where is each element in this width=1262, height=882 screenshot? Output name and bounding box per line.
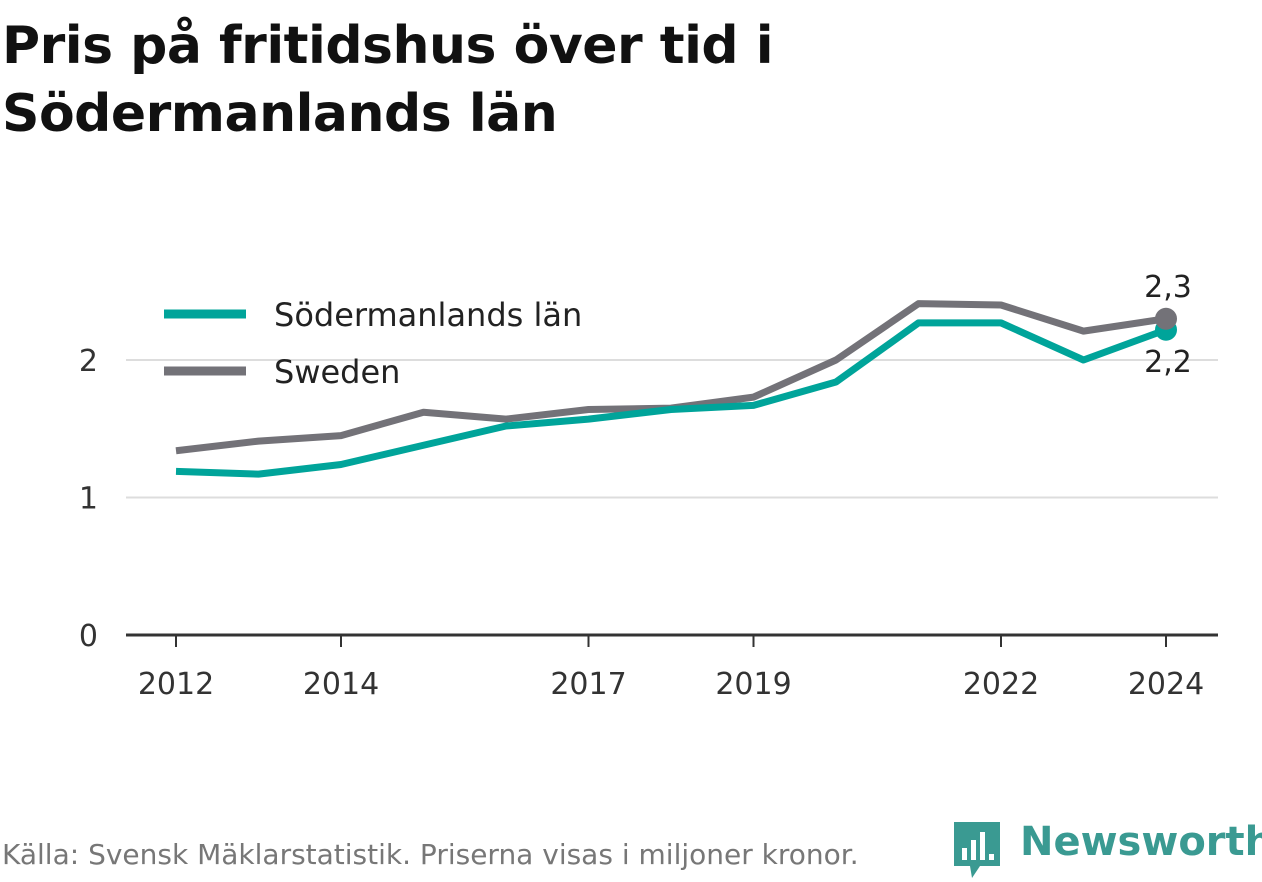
- legend-label: Södermanlands län: [274, 296, 582, 334]
- y-tick-label: 1: [79, 482, 98, 517]
- series-line-Södermanlands län: [175, 319, 1168, 478]
- source-note: Källa: Svensk Mäklarstatistik. Priserna …: [2, 838, 859, 871]
- x-tick-label: 2017: [550, 667, 626, 702]
- x-tick-label: 2024: [1128, 667, 1204, 702]
- x-tick-label: 2014: [303, 667, 379, 702]
- legend-label: Sweden: [274, 353, 400, 391]
- x-tick-label: 2012: [138, 667, 214, 702]
- y-tick-label: 2: [79, 344, 98, 379]
- series-lines: 2,3 2,2: [175, 270, 1192, 478]
- end-point-Sweden: [1155, 307, 1177, 330]
- y-axis-ticks: 0 1 2: [79, 344, 98, 654]
- x-axis-ticks: 2012 2014 2017 2019 2022 2024: [138, 635, 1204, 702]
- end-label: 2,2: [1144, 345, 1192, 380]
- y-tick-label: 0: [79, 619, 98, 654]
- grid-lines: [126, 359, 1218, 499]
- newsworthy-logo-icon: [954, 822, 1000, 878]
- chart-title: Pris på fritidshus över tid i Södermanla…: [2, 16, 774, 144]
- legend: Södermanlands län Sweden: [164, 296, 582, 391]
- end-label: 2,3: [1144, 270, 1192, 305]
- x-tick-label: 2019: [715, 667, 791, 702]
- brand-name: Newsworthy: [1020, 819, 1262, 865]
- x-tick-label: 2022: [963, 667, 1039, 702]
